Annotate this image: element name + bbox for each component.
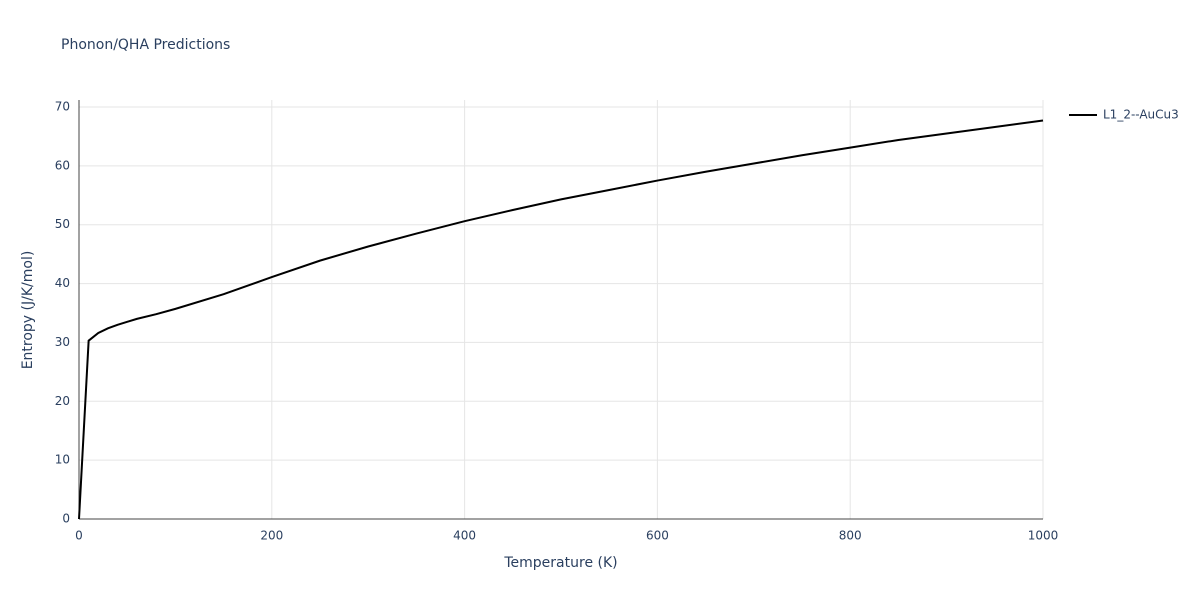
x-tick-label: 1000 [1028,529,1059,543]
y-tick-label: 0 [62,512,70,526]
y-tick-label: 60 [55,158,70,172]
x-tick-label: 200 [260,529,283,543]
y-axis-title: Entropy (J/K/mol) [20,251,36,370]
x-tick-label: 800 [839,529,862,543]
y-tick-label: 10 [55,453,70,467]
x-tick-label: 600 [646,529,669,543]
y-tick-label: 70 [55,100,70,114]
line-series [78,119,1044,520]
y-tick-label: 20 [55,394,70,408]
y-tick-label: 50 [55,217,70,231]
x-tick-label: 0 [75,529,83,543]
legend-label: L1_2--AuCu3 [1103,108,1179,122]
x-axis-title: Temperature (K) [503,555,617,571]
x-tick-label: 400 [453,529,476,543]
y-tick-label: 40 [55,276,70,290]
chart-title: Phonon/QHA Predictions [61,37,230,53]
y-tick-label: 30 [55,335,70,349]
